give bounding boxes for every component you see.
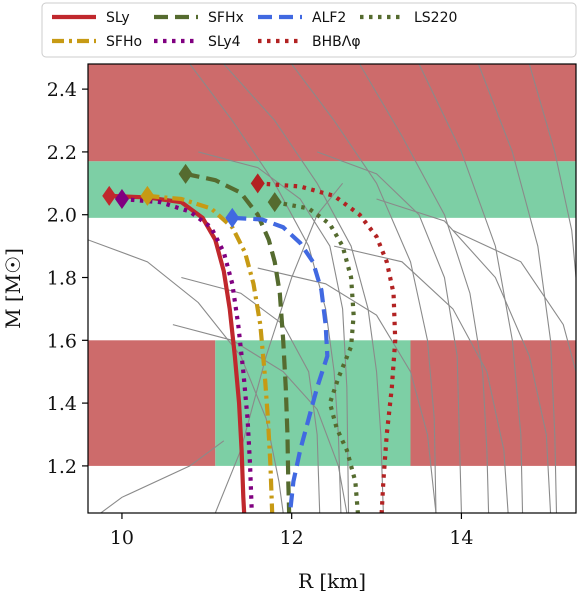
x-tick-label-0: 10 — [110, 527, 134, 549]
y-tick-label-1: 1.4 — [47, 393, 77, 415]
background-curve-9 — [257, 267, 437, 513]
background-curve-17 — [214, 182, 344, 513]
max-marker-1 — [140, 185, 155, 206]
series-line-2 — [185, 171, 292, 513]
max-marker-4 — [225, 207, 240, 228]
legend-label-6: LS220 — [414, 10, 457, 26]
max-marker-6 — [267, 192, 282, 213]
background-curve-10 — [333, 245, 509, 513]
allowed-band-1 — [88, 161, 576, 218]
background-curve-7 — [88, 239, 284, 513]
y-tick-label-0: 1.2 — [47, 456, 77, 478]
background-eos-curves — [88, 64, 576, 513]
series-line-5 — [257, 181, 398, 513]
max-marker-3 — [114, 189, 129, 210]
background-curve-13 — [198, 151, 350, 513]
x-axis-label: R [km] — [298, 569, 366, 593]
plot-frame — [87, 63, 577, 514]
y-tick-label-5: 2.2 — [47, 142, 77, 164]
background-curve-15 — [181, 276, 321, 513]
series-line-1 — [147, 193, 275, 513]
x-tick-label-2: 14 — [449, 527, 473, 549]
y-tick-label-4: 2.0 — [47, 205, 77, 227]
background-curve-5 — [477, 64, 558, 513]
background-curve-6 — [528, 64, 576, 278]
background-curve-16 — [99, 440, 225, 513]
legend-label-1: SFHo — [106, 34, 142, 50]
max-mass-markers — [102, 163, 282, 228]
legend-label-0: SLy — [106, 10, 130, 26]
legend-label-2: SFHx — [208, 10, 244, 26]
eos-series — [109, 171, 398, 513]
y-tick-label-6: 2.4 — [47, 79, 77, 101]
series-line-4 — [232, 215, 330, 513]
excluded-band-0 — [88, 64, 576, 162]
series-line-6 — [274, 200, 360, 513]
legend-label-5: BHBΛφ — [312, 34, 361, 50]
series-line-3 — [121, 196, 254, 513]
max-marker-0 — [102, 185, 117, 206]
background-curve-8 — [172, 324, 348, 513]
background-curve-1 — [223, 64, 384, 513]
series-line-0 — [109, 193, 247, 513]
legend-label-4: ALF2 — [312, 10, 346, 26]
x-tick-label-1: 12 — [280, 527, 304, 549]
y-tick-label-2: 1.6 — [47, 330, 77, 352]
y-axis-label: M [M☉] — [1, 248, 25, 329]
axis-ticks: 10 12 14 1.2 1.4 1.6 1.8 2.0 2.2 2.4 — [47, 79, 474, 549]
constraint-bands — [88, 64, 576, 466]
background-curve-4 — [418, 64, 524, 513]
y-tick-label-3: 1.8 — [47, 268, 77, 290]
max-marker-2 — [178, 163, 193, 184]
background-curve-11 — [376, 198, 552, 513]
background-curve-2 — [291, 64, 437, 513]
max-marker-5 — [250, 173, 265, 194]
excluded-band-2 — [88, 340, 216, 466]
legend-label-3: SLy4 — [208, 34, 241, 50]
background-curve-14 — [316, 151, 462, 513]
background-curve-3 — [359, 64, 490, 513]
background-curve-12 — [452, 229, 576, 372]
legend: SLy SFHo SFHx SLy4 ALF2 BHBΛφ LS220 — [41, 2, 577, 58]
